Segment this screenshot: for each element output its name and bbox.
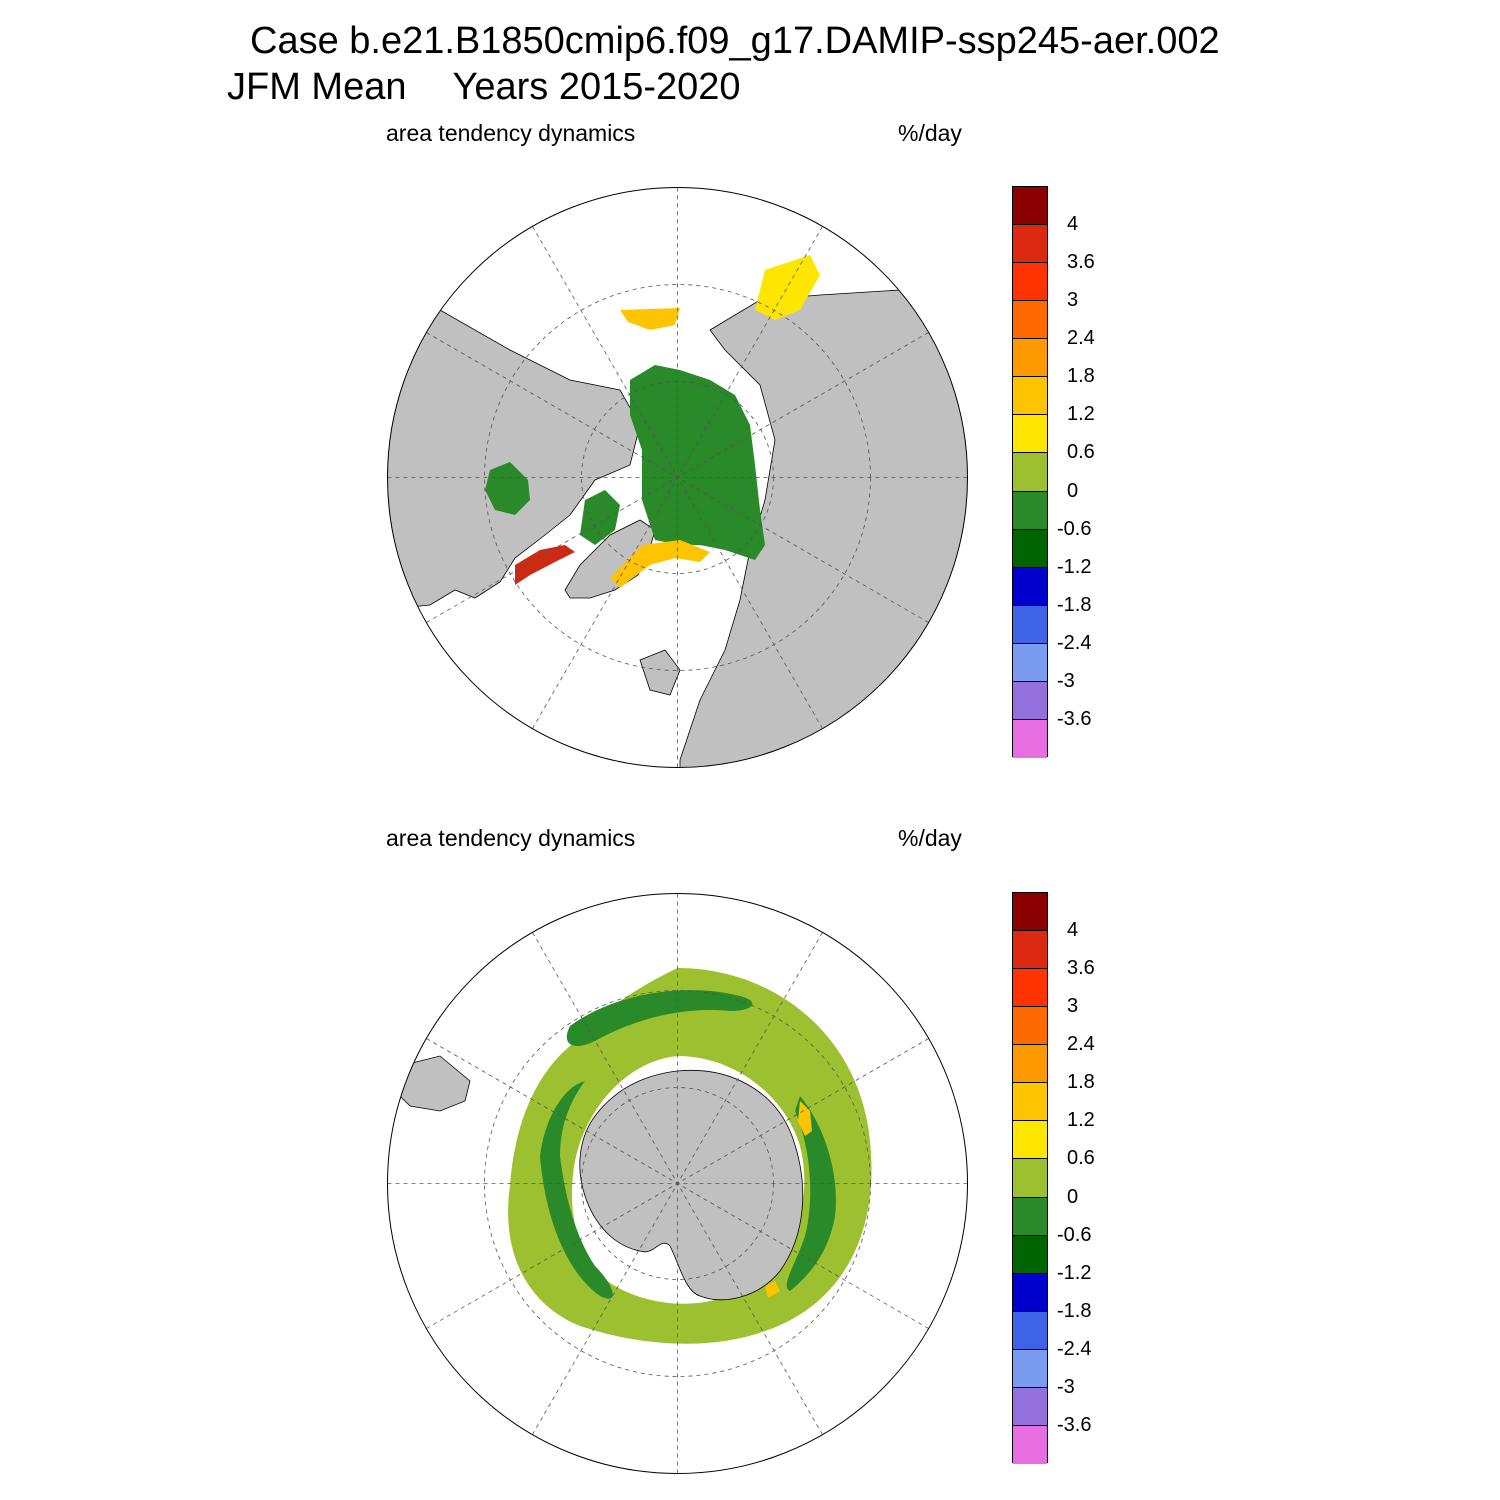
colorbar-swatch — [1013, 1235, 1047, 1274]
colorbar-swatch — [1013, 893, 1047, 932]
panel-north-label: area tendency dynamics — [386, 120, 636, 146]
colorbar-tick-label: 0 — [1067, 479, 1079, 502]
map-border — [387, 893, 968, 1474]
colorbar-tick-label: -3.6 — [1057, 707, 1092, 730]
colorbar-swatch — [1013, 681, 1047, 720]
colorbar-tick-label: 3 — [1067, 995, 1079, 1018]
colorbar-tick-label: 3.6 — [1067, 251, 1095, 274]
colorbar-swatch — [1013, 1007, 1047, 1046]
sea-ice-edge-positive — [798, 1101, 812, 1136]
land-antarctica — [579, 1069, 804, 1301]
colorbar-swatch — [1013, 1349, 1047, 1388]
sea-ice-edge-positive-2 — [765, 1281, 780, 1298]
panel-south-label: area tendency dynamics — [386, 825, 636, 851]
figure-title: Case b.e21.B1850cmip6.f09_g17.DAMIP-ssp2… — [250, 20, 1220, 62]
colorbar-tick-label: -1.2 — [1057, 555, 1092, 578]
colorbar-swatch — [1013, 1045, 1047, 1084]
sea-ice-arctic-basin — [630, 365, 765, 560]
colorbar-swatch — [1013, 931, 1047, 970]
colorbar-tick-label: -3 — [1057, 1375, 1075, 1398]
panel-south-unit: %/day — [898, 825, 962, 851]
colorbar-tick-label: -0.6 — [1057, 517, 1092, 540]
colorbar-tick-label: -1.8 — [1057, 593, 1092, 616]
sea-ice-edge-okhotsk — [620, 308, 680, 330]
colorbar-swatch — [1013, 453, 1047, 492]
colorbar-tick-label: 0.6 — [1067, 441, 1095, 464]
colorbar-swatch — [1013, 969, 1047, 1008]
colorbar-swatch — [1013, 605, 1047, 644]
colorbar-tick-label: 2.4 — [1067, 1033, 1095, 1056]
colorbar-swatch — [1013, 415, 1047, 454]
colorbar-swatch — [1013, 1121, 1047, 1160]
sea-ice-ross-sea — [540, 1081, 613, 1299]
antarctic-polar-map — [387, 893, 968, 1474]
colorbar-swatch — [1013, 719, 1047, 758]
colorbar-swatch — [1013, 263, 1047, 302]
colorbar-swatch — [1013, 1159, 1047, 1198]
sea-ice-edge-bering — [755, 255, 820, 320]
sea-ice-edge-labrador — [515, 545, 575, 585]
colorbar-tick-label: 1.2 — [1067, 403, 1095, 426]
colorbar-tick-label: 4 — [1067, 919, 1079, 942]
colorbar-swatch — [1013, 187, 1047, 226]
years-label: Years 2015-2020 — [452, 66, 741, 108]
season-label: JFM Mean — [227, 66, 407, 108]
colorbar-swatch — [1013, 377, 1047, 416]
sea-ice-east-antarctic — [786, 1096, 836, 1291]
colorbar-tick-label: -1.8 — [1057, 1299, 1092, 1322]
sea-ice-weddell — [566, 990, 753, 1046]
colorbar-swatch — [1013, 491, 1047, 530]
colorbar-tick-label: 1.2 — [1067, 1109, 1095, 1132]
colorbar-tick-label: 3 — [1067, 289, 1079, 312]
colorbar-tick-label: 4 — [1067, 213, 1079, 236]
sea-ice-ring — [508, 968, 872, 1344]
colorbar-swatch — [1013, 1425, 1047, 1464]
colorbar-tick-label: -3.6 — [1057, 1413, 1092, 1436]
colorbar-tick-label: 0.6 — [1067, 1147, 1095, 1170]
colorbar-swatch — [1013, 1387, 1047, 1426]
colorbar-tick-label: -1.2 — [1057, 1261, 1092, 1284]
colorbar-tick-label: -2.4 — [1057, 1337, 1092, 1360]
colorbar-swatch — [1013, 1083, 1047, 1122]
colorbar-tick-label: -3 — [1057, 669, 1075, 692]
colorbar-swatch — [1013, 339, 1047, 378]
colorbar-swatch — [1013, 567, 1047, 606]
colorbar-swatch — [1013, 225, 1047, 264]
colorbar-swatch — [1013, 1311, 1047, 1350]
graticule — [387, 187, 968, 768]
sea-ice-edge-greenland-sea — [610, 540, 710, 588]
graticule — [387, 893, 968, 1474]
colorbar-swatch — [1013, 1273, 1047, 1312]
sea-ice-baffin-bay — [580, 490, 620, 545]
figure-subtitle: JFM Mean Years 2015-2020 — [227, 66, 741, 109]
colorbar-swatch — [1013, 301, 1047, 340]
colorbar-tick-label: 1.8 — [1067, 1071, 1095, 1094]
map-border — [387, 187, 968, 768]
colorbar-north-box — [1012, 186, 1048, 758]
colorbar-south-box — [1012, 892, 1048, 1464]
panel-north-unit: %/day — [898, 120, 962, 146]
colorbar-swatch — [1013, 1197, 1047, 1236]
colorbar-tick-label: 3.6 — [1067, 957, 1095, 980]
land-iceland-uk — [639, 649, 681, 696]
colorbar-swatch — [1013, 529, 1047, 568]
colorbar-tick-label: 0 — [1067, 1185, 1079, 1208]
colorbar-tick-label: 2.4 — [1067, 327, 1095, 350]
colorbar-swatch — [1013, 643, 1047, 682]
sea-ice-hudson-bay — [485, 462, 530, 515]
colorbar-tick-label: 1.8 — [1067, 365, 1095, 388]
colorbar-tick-label: -0.6 — [1057, 1223, 1092, 1246]
colorbar-tick-label: -2.4 — [1057, 631, 1092, 654]
land-north-america — [387, 299, 641, 611]
arctic-polar-map — [387, 187, 968, 768]
